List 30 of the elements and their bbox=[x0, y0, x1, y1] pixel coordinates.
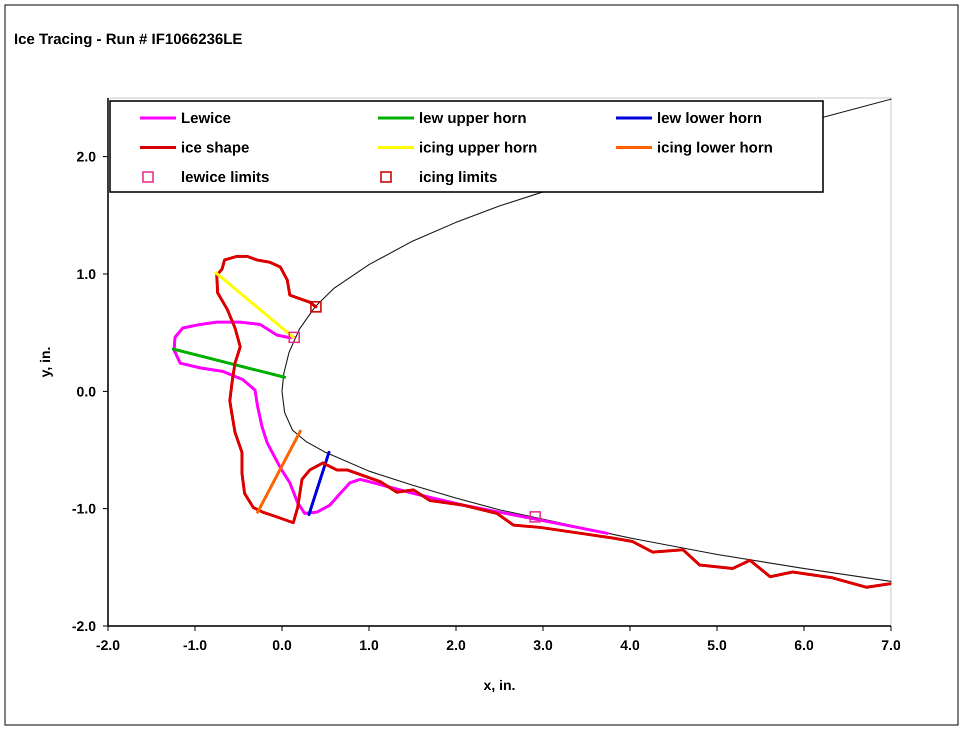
legend-label: lew upper horn bbox=[419, 110, 527, 127]
x-tick-label: 6.0 bbox=[794, 637, 814, 653]
legend-label: icing limits bbox=[419, 169, 498, 186]
x-tick-label: -1.0 bbox=[182, 637, 208, 653]
legend-label: lewice limits bbox=[181, 169, 270, 186]
y-tick-label: 2.0 bbox=[76, 148, 96, 165]
y-axis-title: y, in. bbox=[37, 346, 53, 378]
point bbox=[310, 301, 322, 313]
line-series bbox=[215, 254, 892, 589]
point bbox=[529, 511, 541, 523]
legend-label: lew lower horn bbox=[657, 110, 762, 127]
legend-label: ice shape bbox=[181, 140, 250, 156]
x-tick-label: 7.0 bbox=[881, 637, 901, 653]
x-tick-label: -2.0 bbox=[96, 637, 120, 653]
chart-title: Ice Tracing - Run # IF1066236LE bbox=[14, 31, 242, 48]
x-tick-label: 3.0 bbox=[533, 637, 553, 653]
x-tick-label: 5.0 bbox=[707, 637, 727, 653]
y-tick-label: -1.0 bbox=[72, 500, 96, 517]
x-tick-label: 2.0 bbox=[446, 637, 466, 653]
x-tick-label: 4.0 bbox=[620, 637, 640, 653]
legend-label: Lewice bbox=[181, 110, 232, 127]
y-tick-label: 0.0 bbox=[76, 383, 96, 400]
x-tick-label: 1.0 bbox=[359, 637, 379, 653]
x-axis-title: x, in. bbox=[484, 677, 516, 693]
y-tick-label: -2.0 bbox=[72, 618, 96, 634]
x-tick-label: 0.0 bbox=[272, 637, 292, 653]
y-tick-label: 1.0 bbox=[76, 266, 96, 282]
legend-label: icing upper horn bbox=[419, 140, 538, 156]
legend-label: icing lower horn bbox=[657, 140, 773, 156]
point bbox=[288, 332, 300, 344]
